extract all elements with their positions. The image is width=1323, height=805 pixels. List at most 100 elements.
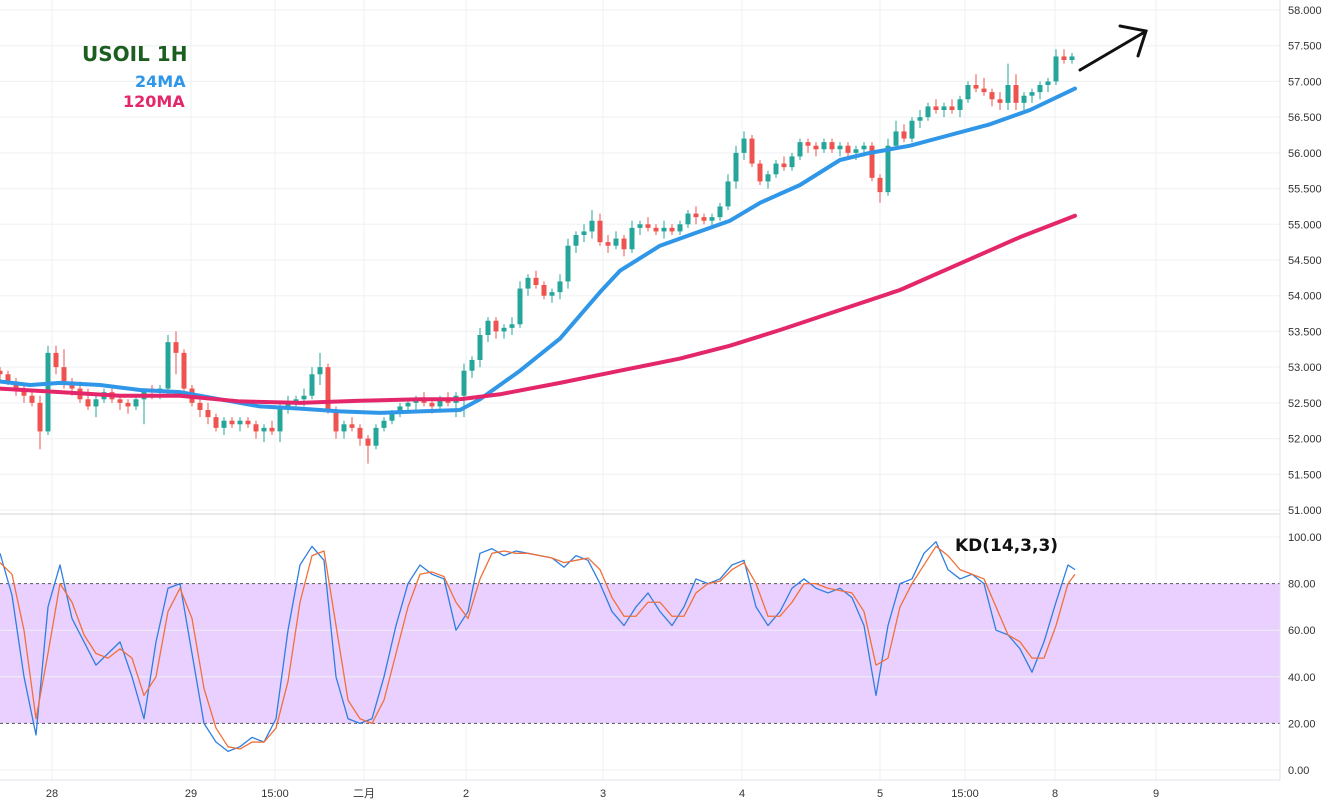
- candle-body: [1005, 85, 1011, 103]
- candle-body: [629, 227, 635, 250]
- time-tick-label: 15:00: [951, 788, 979, 800]
- candle-up: [397, 402, 403, 418]
- candle-body: [749, 138, 755, 164]
- candle-body: [181, 352, 187, 389]
- candle-up: [1037, 81, 1043, 100]
- candle-body: [61, 367, 67, 382]
- time-tick-label: 5: [877, 788, 883, 800]
- candle-body: [485, 320, 491, 335]
- candle-body: [613, 238, 619, 246]
- candle-body: [965, 85, 971, 100]
- candle-body: [229, 420, 235, 425]
- candle-up: [1029, 88, 1035, 103]
- candle-body: [781, 163, 787, 168]
- candle-body: [685, 213, 691, 225]
- candle-up: [941, 102, 947, 118]
- candle-body: [693, 213, 699, 218]
- candle-up: [1069, 52, 1075, 64]
- price-tick-label: 52.500: [1288, 398, 1322, 410]
- candle-body: [669, 227, 675, 232]
- candle-down: [53, 345, 59, 375]
- price-tick-label: 55.500: [1288, 184, 1322, 196]
- price-tick-label: 54.000: [1288, 291, 1322, 303]
- candle-body: [5, 374, 11, 382]
- kd-label: KD(14,3,3): [955, 536, 1058, 556]
- candle-body: [909, 120, 915, 139]
- candle-body: [853, 149, 859, 153]
- candle-body: [605, 242, 611, 246]
- price-tick-label: 55.000: [1288, 219, 1322, 231]
- price-tick-label: 54.500: [1288, 255, 1322, 267]
- candle-body: [549, 292, 555, 296]
- kd-band-fill: [0, 583, 1280, 724]
- candle-body: [357, 427, 363, 439]
- candle-down: [869, 142, 875, 182]
- candle-body: [333, 410, 339, 432]
- price-tick-label: 53.500: [1288, 326, 1322, 338]
- candle-down: [213, 413, 219, 432]
- candle-up: [661, 220, 667, 239]
- candle-up: [1005, 63, 1011, 110]
- price-tick-label: 51.500: [1288, 469, 1322, 481]
- candle-down: [125, 399, 131, 414]
- candle-body: [597, 220, 603, 243]
- candle-body: [949, 106, 955, 110]
- candle-down: [597, 213, 603, 246]
- time-tick-label: 2: [463, 788, 469, 800]
- candle-body: [725, 181, 731, 207]
- candle-up: [581, 224, 587, 243]
- candle-body: [581, 231, 587, 235]
- candle-body: [885, 145, 891, 193]
- candles: [0, 49, 1075, 464]
- candle-body: [501, 327, 507, 332]
- candle-up: [317, 352, 323, 385]
- candle-up: [925, 102, 931, 121]
- candle-body: [661, 227, 667, 232]
- price-tick-label: 53.000: [1288, 362, 1322, 374]
- candle-up: [549, 288, 555, 303]
- candle-body: [93, 399, 99, 407]
- candle-up: [525, 274, 531, 296]
- time-tick-label: 9: [1153, 788, 1159, 800]
- candle-up: [885, 138, 891, 196]
- candle-up: [965, 81, 971, 103]
- candle-body: [917, 117, 923, 121]
- candle-down: [901, 124, 907, 143]
- candle-body: [893, 131, 899, 146]
- candle-body: [0, 370, 3, 375]
- candle-up: [637, 220, 643, 235]
- time-axis: 28 29 15:00 二月 2 3 4 5 15:00 8 9: [46, 788, 1159, 800]
- candle-down: [21, 385, 27, 403]
- candle-down: [325, 363, 331, 414]
- candle-down: [1013, 74, 1019, 110]
- candle-down: [757, 160, 763, 185]
- candle-body: [245, 420, 251, 425]
- price-tick-label: 57.000: [1288, 76, 1322, 88]
- candle-down: [973, 74, 979, 93]
- candle-up: [453, 392, 459, 418]
- candle-body: [125, 402, 131, 407]
- candle-up: [469, 356, 475, 378]
- candle-up: [565, 238, 571, 289]
- ma24-line: [0, 86, 1077, 415]
- candle-up: [501, 324, 507, 339]
- candle-up: [373, 424, 379, 450]
- candle-up: [285, 395, 291, 414]
- candle-body: [1021, 95, 1027, 103]
- candle-body: [997, 99, 1003, 103]
- candle-body: [757, 163, 763, 182]
- legend-24ma: 24MA: [135, 72, 186, 91]
- candle-up: [165, 335, 171, 396]
- candle-body: [269, 427, 275, 432]
- candle-body: [805, 142, 811, 146]
- candle-body: [981, 88, 987, 93]
- candle-down: [605, 235, 611, 253]
- legend-120ma: 120MA: [123, 92, 185, 111]
- candle-body: [941, 106, 947, 110]
- candle-body: [365, 438, 371, 446]
- candle-down: [933, 99, 939, 114]
- candle-body: [557, 281, 563, 293]
- kd-tick-label: 80.00: [1288, 579, 1316, 591]
- price-tick-label: 56.000: [1288, 148, 1322, 160]
